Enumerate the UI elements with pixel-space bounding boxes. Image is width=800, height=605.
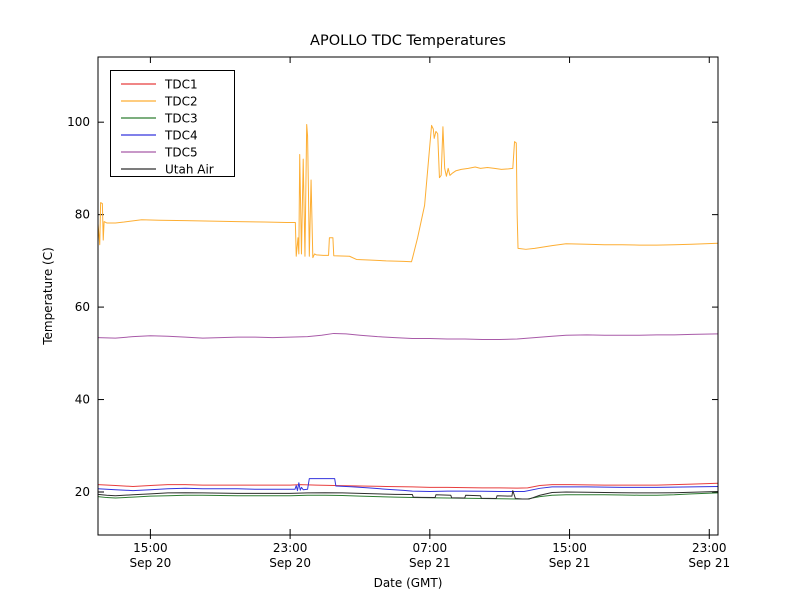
x-tick-label-time: 15:00 xyxy=(552,541,587,555)
legend-label: Utah Air xyxy=(165,163,214,177)
x-tick-label-date: Sep 21 xyxy=(549,556,591,570)
y-tick-label: 80 xyxy=(75,208,90,222)
legend-label: TDC2 xyxy=(164,95,198,109)
legend: TDC1 TDC2 TDC3 TDC4 TDC5 Utah Air xyxy=(110,70,235,177)
series-line-tdc3 xyxy=(97,492,719,500)
series-line-utah-air xyxy=(97,490,719,500)
series-line-tdc2 xyxy=(97,123,719,263)
y-tick-label: 40 xyxy=(75,393,90,407)
x-tick-label-date: Sep 20 xyxy=(269,556,311,570)
legend-label: TDC3 xyxy=(164,112,198,126)
legend-box xyxy=(110,70,235,177)
x-tick-label-date: Sep 21 xyxy=(688,556,730,570)
legend-label: TDC5 xyxy=(164,146,198,160)
x-axis-label: Date (GMT) xyxy=(374,576,443,590)
series-line-tdc1 xyxy=(97,482,719,489)
plot-border xyxy=(97,56,719,536)
x-tick-label-date: Sep 21 xyxy=(409,556,451,570)
x-tick-label-time: 23:00 xyxy=(692,541,727,555)
y-axis-label: Temperature (C) xyxy=(41,247,55,346)
y-tick-label: 60 xyxy=(75,300,90,314)
x-tick-label-date: Sep 20 xyxy=(130,556,172,570)
chart-title: APOLLO TDC Temperatures xyxy=(310,33,506,49)
y-axis: 20 40 60 80 100 xyxy=(67,115,718,499)
series-line-tdc4 xyxy=(97,478,719,493)
y-tick-label: 20 xyxy=(75,485,90,499)
y-tick-label: 100 xyxy=(67,115,90,129)
x-tick-label-time: 23:00 xyxy=(273,541,308,555)
x-tick-label-time: 15:00 xyxy=(133,541,168,555)
legend-label: TDC1 xyxy=(164,78,198,92)
series-line-tdc5 xyxy=(97,332,719,340)
x-tick-label-time: 07:00 xyxy=(413,541,448,555)
legend-label: TDC4 xyxy=(164,129,198,143)
